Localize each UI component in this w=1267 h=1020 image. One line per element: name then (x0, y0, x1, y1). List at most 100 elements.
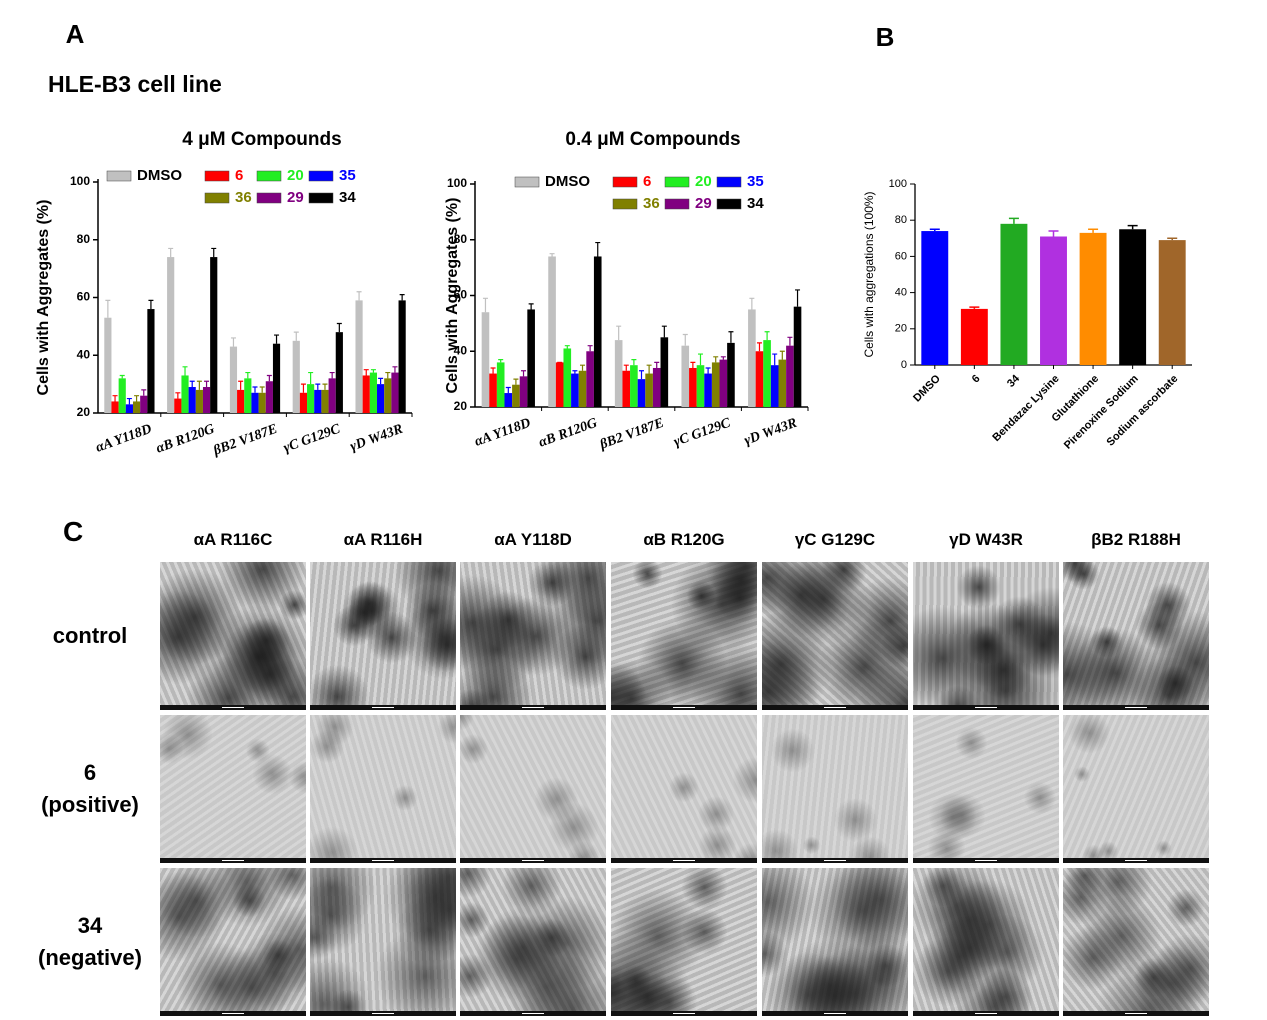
panel-label: A (66, 19, 85, 49)
legend-swatch (612, 198, 638, 210)
x-tick-label: Bendazac Lysine (990, 373, 1061, 444)
micrograph (762, 562, 908, 710)
micrograph (310, 715, 456, 863)
error-bar (749, 297, 755, 310)
bar (188, 387, 196, 413)
bar (622, 370, 631, 407)
scale-bar (824, 1013, 846, 1014)
bar (104, 317, 112, 413)
bar (614, 340, 623, 407)
bar (1158, 240, 1186, 365)
legend-label: 20 (287, 167, 304, 184)
micrograph (611, 868, 757, 1016)
error-bar (148, 299, 154, 310)
error-bar (521, 370, 527, 377)
y-axis-label: Cells with aggregations (100%) (862, 191, 876, 357)
bar (244, 378, 252, 413)
legend-label: 36 (235, 189, 252, 206)
micrograph (160, 562, 306, 710)
x-tick-label: αA Y118D (473, 416, 533, 450)
micrograph (160, 715, 306, 863)
legend-swatch (308, 170, 334, 182)
scale-strip (310, 705, 456, 710)
error-bar (728, 331, 734, 343)
bar (132, 401, 141, 413)
error-bar (595, 241, 601, 257)
error-bar (112, 395, 118, 402)
x-tick-label: αA Y118D (94, 422, 154, 456)
error-bar (505, 386, 511, 394)
bar (660, 337, 669, 407)
panel-label: C (63, 516, 84, 547)
error-bar (661, 325, 667, 338)
x-tick-label: 34 (1005, 372, 1023, 390)
row-label-line: (negative) (38, 945, 142, 970)
bar (258, 392, 266, 413)
bar (960, 308, 988, 365)
x-tick-label: βB2 V187E (211, 422, 280, 459)
error-bar (238, 380, 244, 390)
x-tick-label: αB R120G (537, 416, 599, 451)
legend-label: 34 (747, 195, 764, 212)
bar (355, 300, 363, 413)
error-bar (713, 356, 719, 363)
bar (770, 365, 779, 407)
y-tick-label: 20 (77, 405, 91, 419)
bar (125, 404, 133, 413)
error-bar (682, 333, 688, 346)
legend-swatch (204, 192, 230, 204)
micrograph (1063, 715, 1209, 863)
column-header: αA R116H (343, 530, 423, 549)
x-tick-label: γD W43R (742, 416, 799, 449)
micrograph (460, 868, 606, 1016)
bar (272, 343, 281, 413)
error-bar (204, 380, 210, 388)
legend-swatch (664, 176, 690, 188)
error-bar (392, 366, 398, 373)
y-tick-label: 40 (895, 287, 907, 299)
error-bar (211, 247, 217, 258)
bar (362, 375, 370, 413)
scale-strip (1063, 1011, 1209, 1016)
bar (593, 256, 602, 407)
scale-bar (1125, 707, 1147, 708)
scale-strip (160, 705, 306, 710)
scale-bar (222, 860, 244, 861)
legend-swatch (612, 176, 638, 188)
error-bar (1008, 217, 1019, 224)
error-bar (245, 371, 251, 379)
legend-label: 6 (235, 167, 243, 184)
error-bar (482, 297, 488, 313)
legend-swatch (716, 198, 742, 210)
error-bar (690, 361, 696, 368)
error-bar (378, 377, 384, 385)
error-bar (639, 370, 644, 380)
x-tick-label: Pirenoxine Sodium (1062, 373, 1141, 452)
error-bar (141, 389, 147, 396)
micrograph (460, 715, 606, 863)
bar (118, 378, 126, 413)
legend-swatch (664, 198, 690, 210)
scale-strip (762, 1011, 908, 1016)
x-tick-label: αB R120G (154, 422, 216, 457)
row-label-line: 6 (83, 760, 97, 785)
error-bar (230, 337, 236, 347)
error-bar (126, 397, 132, 405)
error-bar (969, 306, 980, 309)
bar (711, 362, 720, 407)
scale-bar (222, 707, 244, 708)
x-tick-label: γC G129C (282, 421, 343, 456)
bar (571, 373, 579, 407)
x-tick-label: γC G129C (672, 415, 733, 450)
error-bar (1048, 230, 1059, 237)
bar (328, 378, 336, 413)
bar (527, 309, 535, 407)
bar (586, 351, 594, 407)
bar (1079, 232, 1107, 365)
y-tick-label: 0 (901, 359, 907, 371)
bar (384, 378, 392, 413)
micrograph (310, 562, 456, 710)
error-bar (322, 383, 328, 390)
scale-strip (913, 705, 1059, 710)
